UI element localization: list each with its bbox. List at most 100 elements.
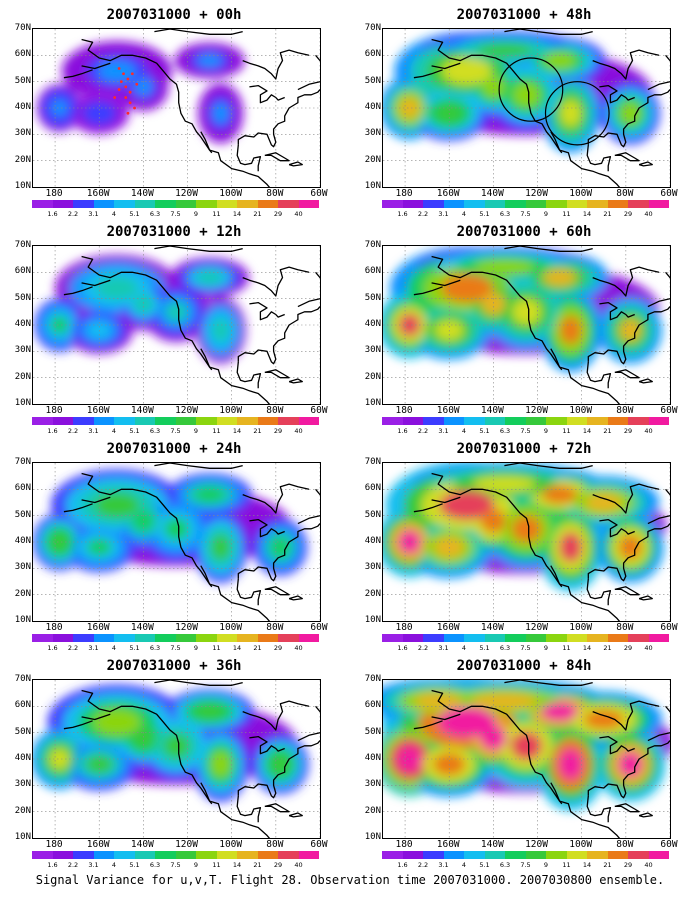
colorbar-label: 7.5 (520, 861, 531, 869)
colorbar-label: 9 (193, 427, 199, 435)
map-area (382, 679, 671, 839)
lon-tick-label: 60W (310, 188, 328, 199)
colorbar-swatch (257, 851, 278, 859)
colorbar-label: 14 (582, 861, 592, 869)
observation-dot (135, 82, 139, 86)
colorbar-label: 40 (644, 210, 653, 218)
colorbar-swatch (525, 851, 546, 859)
colorbar-swatch (587, 417, 608, 425)
colorbar-swatch (525, 634, 546, 642)
colorbar-label: 4 (461, 644, 467, 652)
colorbar-label: 29 (623, 644, 633, 652)
lon-tick-label: 140W (480, 622, 504, 633)
observation-dot (117, 88, 121, 91)
colorbar-swatch (298, 634, 319, 642)
variance-map (33, 29, 320, 187)
colorbar-label: 40 (644, 427, 653, 435)
colorbar-swatch (196, 851, 217, 859)
colorbar-swatch (155, 417, 176, 425)
variance-field (383, 246, 662, 373)
variance-field (33, 684, 309, 802)
colorbar-swatch (134, 200, 155, 208)
lat-tick-label: 10N (14, 615, 31, 625)
observation-dot (119, 80, 123, 84)
colorbar-swatch (587, 200, 608, 208)
lat-tick-label: 30N (14, 779, 31, 790)
colorbar-swatch (298, 417, 319, 425)
lat-tick-label: 40N (14, 753, 31, 763)
colorbar-swatch (525, 417, 546, 425)
colorbar-swatch (648, 634, 669, 642)
colorbar-label: 29 (623, 861, 633, 869)
map-area (382, 245, 671, 405)
lat-tick-label: 70N (14, 240, 31, 250)
observation-dot (128, 90, 132, 94)
colorbar-swatch (32, 851, 53, 859)
panel-title: 2007031000 + 48h (456, 7, 592, 23)
panel-title: 2007031000 + 84h (456, 658, 592, 674)
colorbar-swatch (175, 634, 196, 642)
colorbar-label: 7.5 (520, 427, 531, 435)
lon-tick-label: 160W (436, 839, 460, 850)
colorbar-swatch (237, 851, 258, 859)
colorbar-swatch (278, 634, 299, 642)
colorbar-labels: 1.6 2.2 3.1 4 5.1 6.3 7.5 9 11 14 21 29 40 (32, 427, 319, 437)
colorbar-swatch (402, 417, 423, 425)
lon-tick-label: 180 (395, 405, 413, 416)
colorbar-swatch (175, 851, 196, 859)
colorbar-label: 14 (582, 210, 592, 218)
colorbar-swatch (257, 634, 278, 642)
lat-tick-label: 30N (14, 128, 31, 139)
lon-tick-label: 60W (310, 839, 328, 850)
colorbar-label: 1.6 (47, 427, 58, 435)
lat-tick-label: 50N (364, 509, 381, 520)
lon-tick-label: 160W (86, 405, 110, 416)
lon-tick-label: 160W (86, 622, 110, 633)
colorbar-swatch (525, 200, 546, 208)
variance-map (33, 463, 320, 621)
lat-tick-label: 60N (14, 266, 31, 277)
lon-tick-label: 140W (480, 405, 504, 416)
lon-tick-label: 80W (266, 839, 284, 850)
colorbar-labels: 1.6 2.2 3.1 4 5.1 6.3 7.5 9 11 14 21 29 40 (382, 861, 669, 871)
colorbar-swatch (52, 851, 73, 859)
colorbar-label: 5.1 (129, 861, 140, 869)
colorbar-label: 3.1 (438, 427, 449, 435)
colorbar-label: 1.6 (397, 861, 408, 869)
lon-tick-label: 180 (45, 188, 63, 199)
colorbar-label: 11 (212, 644, 221, 652)
panel-title: 2007031000 + 36h (106, 658, 242, 674)
lon-tick-label: 160W (436, 405, 460, 416)
colorbar-swatch (32, 417, 53, 425)
colorbar-label: 9 (543, 427, 549, 435)
lat-tick-label: 60N (364, 266, 381, 277)
lat-tick-label: 60N (364, 483, 381, 494)
colorbar-label: 5.1 (129, 644, 140, 652)
colorbar-swatch (114, 200, 135, 208)
colorbar-swatch (237, 634, 258, 642)
colorbar-label: 6.3 (149, 861, 161, 869)
lon-tick-label: 140W (130, 188, 154, 199)
variance-map (33, 246, 320, 404)
colorbar-label: 6.3 (499, 861, 511, 869)
colorbar-label: 7.5 (170, 644, 181, 652)
colorbar-swatch (32, 200, 53, 208)
colorbar-swatch (52, 634, 73, 642)
observation-dot (117, 67, 121, 70)
colorbar-swatch (607, 417, 628, 425)
colorbar-label: 4 (111, 427, 117, 435)
lat-tick-label: 40N (364, 753, 381, 763)
colorbar-label: 4 (461, 427, 467, 435)
colorbar-swatch (484, 417, 505, 425)
lat-tick-label: 40N (364, 536, 381, 546)
colorbar-swatch (73, 417, 94, 425)
colorbar-swatch (93, 417, 114, 425)
colorbar-swatch (402, 634, 423, 642)
colorbar-swatch (196, 417, 217, 425)
lon-tick-label: 80W (266, 188, 284, 199)
map-panel: 2007031000 + 48h 70N 60N 50N 40N 30N 20N 10N 180… (354, 6, 694, 222)
colorbar-swatch (628, 851, 649, 859)
colorbar-label: 11 (212, 861, 221, 869)
colorbar-swatch (648, 417, 669, 425)
colorbar-label: 21 (603, 644, 612, 652)
